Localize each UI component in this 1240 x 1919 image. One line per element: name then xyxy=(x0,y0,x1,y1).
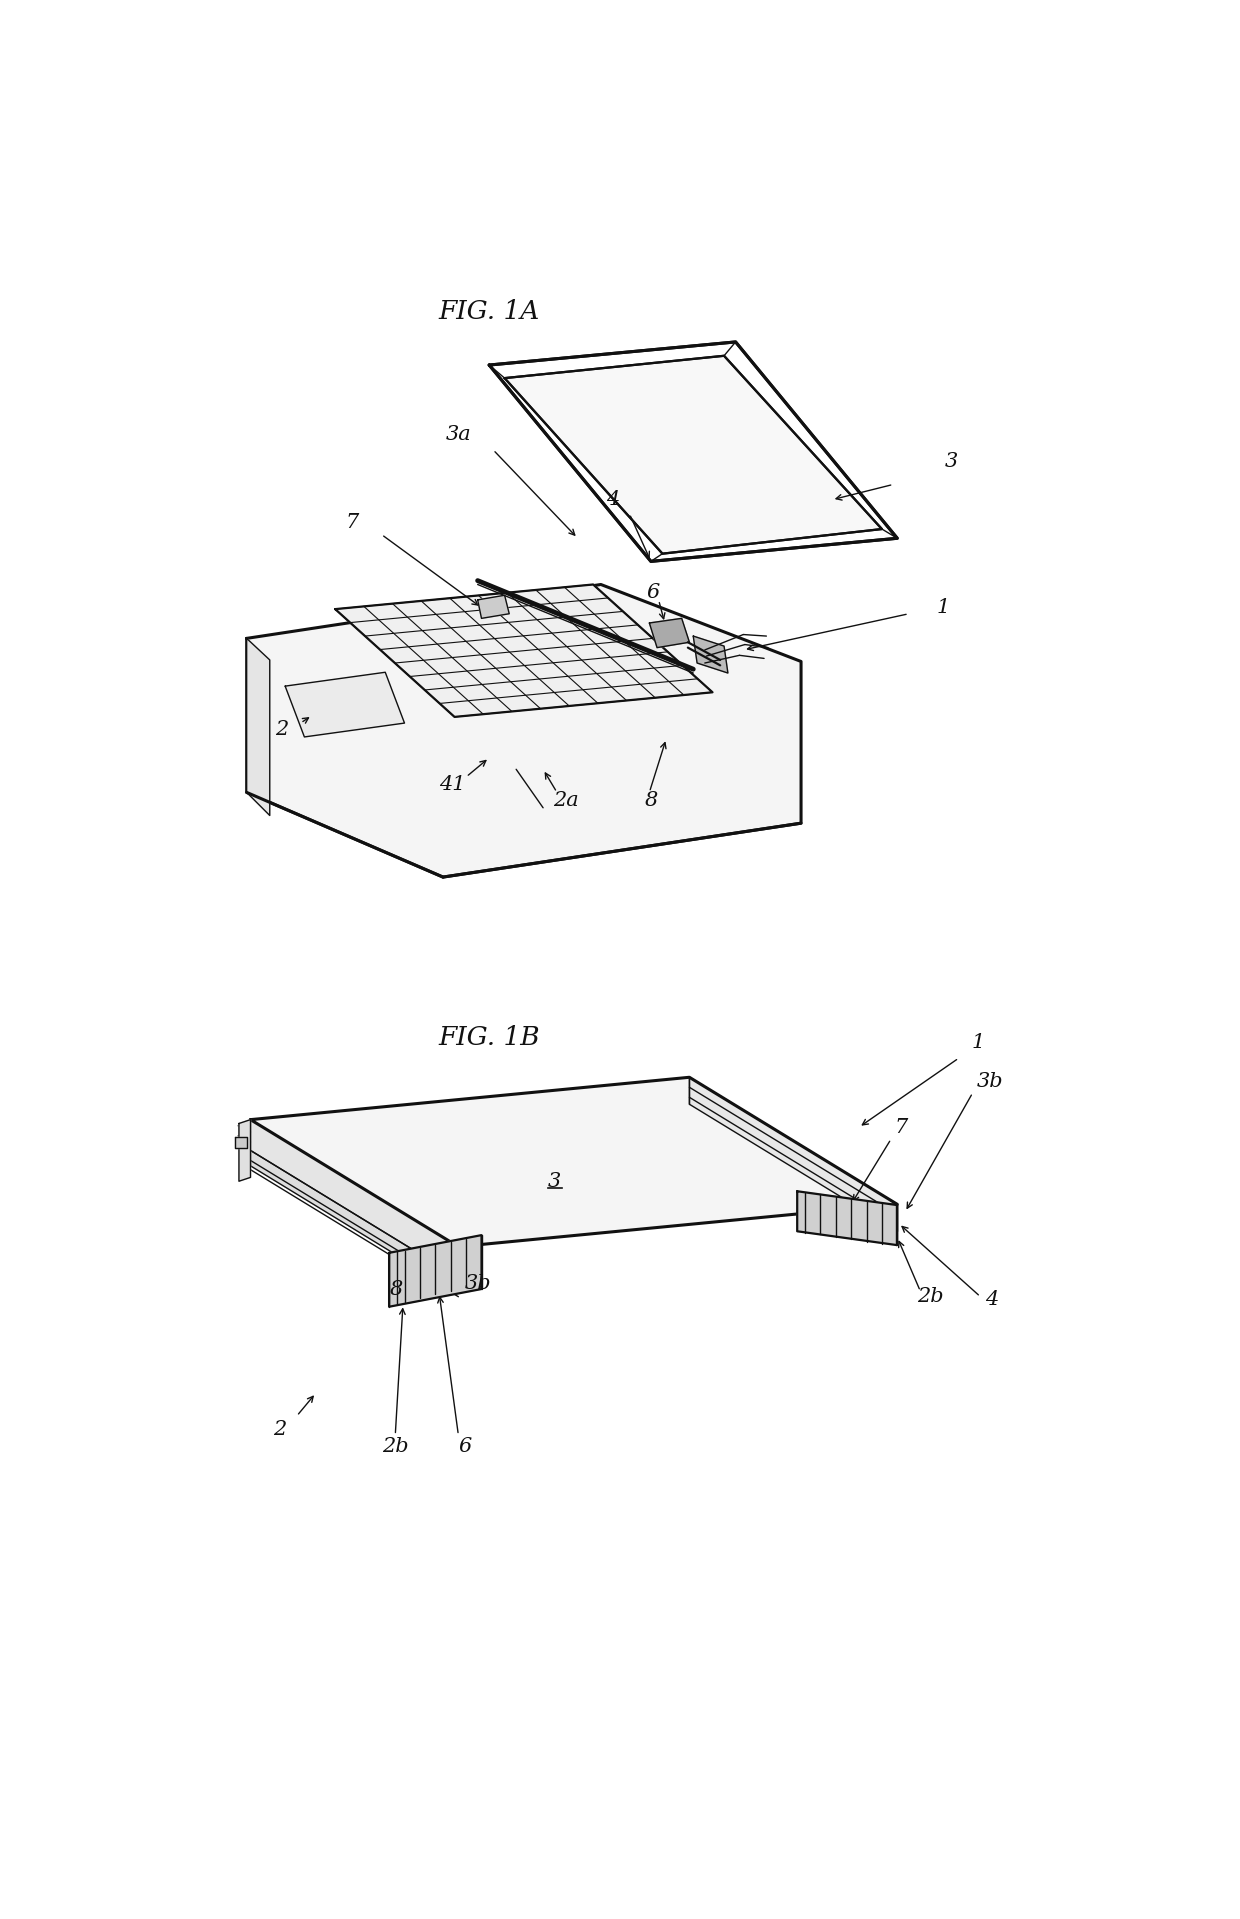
Text: 8: 8 xyxy=(645,791,657,810)
Text: 3b: 3b xyxy=(976,1071,1003,1090)
Polygon shape xyxy=(389,1236,481,1307)
Text: 7: 7 xyxy=(894,1119,908,1136)
Polygon shape xyxy=(250,1119,459,1278)
Polygon shape xyxy=(250,1077,898,1247)
Polygon shape xyxy=(236,1138,247,1148)
Text: 2b: 2b xyxy=(918,1288,944,1307)
Polygon shape xyxy=(490,342,898,562)
Polygon shape xyxy=(250,1149,459,1293)
Text: 4: 4 xyxy=(985,1290,998,1309)
Polygon shape xyxy=(797,1192,898,1245)
Polygon shape xyxy=(247,639,270,816)
Text: 41: 41 xyxy=(439,775,465,794)
Text: 4: 4 xyxy=(606,489,619,509)
Text: 2: 2 xyxy=(275,720,288,739)
Text: FIG. 1B: FIG. 1B xyxy=(439,1025,539,1050)
Polygon shape xyxy=(650,618,689,647)
Text: 2b: 2b xyxy=(382,1437,408,1457)
Polygon shape xyxy=(335,585,713,718)
Polygon shape xyxy=(247,585,801,877)
Polygon shape xyxy=(693,635,728,674)
Text: 7: 7 xyxy=(346,514,358,532)
Text: 3b: 3b xyxy=(464,1274,491,1293)
Text: 6: 6 xyxy=(458,1437,471,1457)
Text: FIG. 1A: FIG. 1A xyxy=(439,299,539,324)
Polygon shape xyxy=(477,595,510,618)
Polygon shape xyxy=(239,1119,250,1182)
Polygon shape xyxy=(689,1077,898,1232)
Text: 3: 3 xyxy=(548,1173,562,1190)
Text: 1: 1 xyxy=(971,1032,985,1052)
Text: 3a: 3a xyxy=(445,424,471,443)
Polygon shape xyxy=(285,672,404,737)
Text: 2: 2 xyxy=(273,1420,286,1439)
Text: 3: 3 xyxy=(945,451,957,470)
Text: 2a: 2a xyxy=(553,791,579,810)
Text: 1: 1 xyxy=(937,599,950,618)
Polygon shape xyxy=(505,355,882,555)
Text: 6: 6 xyxy=(646,583,660,603)
Text: 8: 8 xyxy=(391,1280,403,1299)
